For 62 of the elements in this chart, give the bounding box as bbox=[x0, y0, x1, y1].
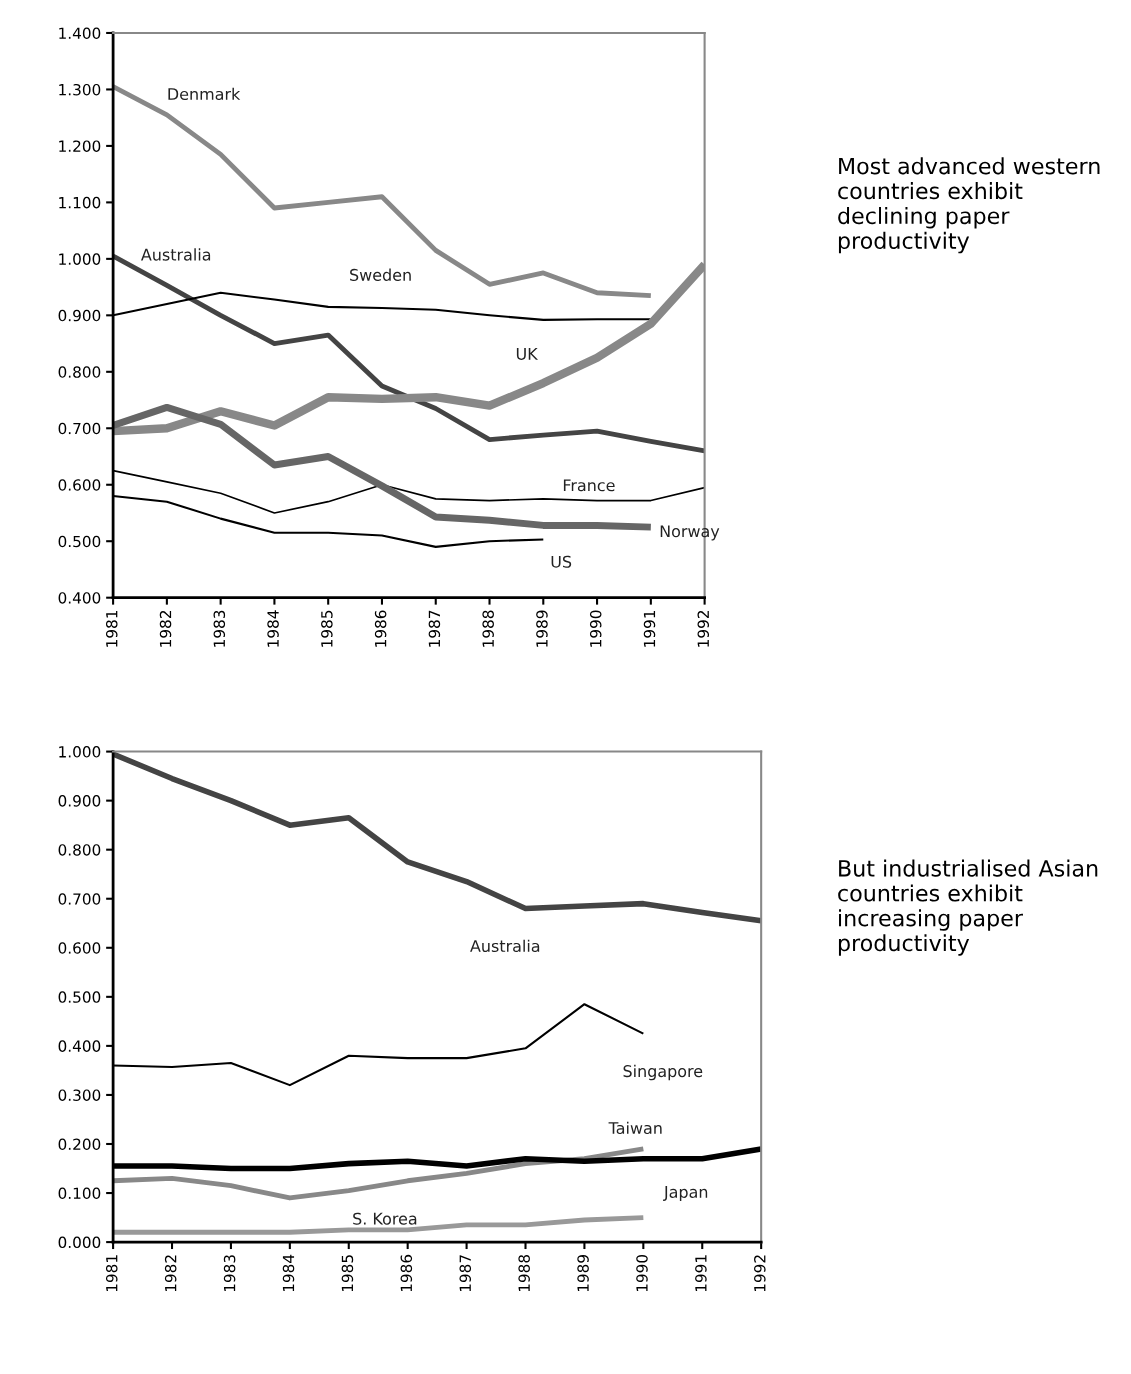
x-tick-label: 1989 bbox=[577, 1254, 589, 1292]
y-tick-label: 0.100 bbox=[58, 1187, 101, 1200]
y-tick-label: 0.400 bbox=[58, 1040, 101, 1052]
x-tick-label: 1987 bbox=[459, 1255, 472, 1292]
line-series bbox=[113, 84, 654, 298]
y-tick-label: 0.300 bbox=[58, 1089, 101, 1101]
y-tick-label: 0.600 bbox=[58, 479, 101, 491]
x-tick-label: 1991 bbox=[695, 1255, 707, 1292]
y-tick-label: 0.500 bbox=[58, 991, 101, 1003]
x-tick-label: 1988 bbox=[518, 1254, 530, 1292]
text: Singapore bbox=[623, 1064, 703, 1081]
x-tick-label: 1985 bbox=[341, 1255, 354, 1292]
x-tick-label: 1981 bbox=[105, 1255, 118, 1292]
x-tick-label: 1989 bbox=[536, 610, 548, 647]
y-tick-label: 0.200 bbox=[58, 1138, 101, 1151]
text: But industrialised Asian countries exhibit increasing paper productivity bbox=[838, 859, 1098, 956]
y-tick-label: 0.600 bbox=[58, 942, 101, 954]
series-label: Sweden bbox=[350, 268, 411, 281]
y-tick-label: 0.400 bbox=[58, 592, 101, 604]
text: Most advanced western countries exhibit declining paper productivity bbox=[838, 157, 1100, 254]
x-tick-label: 1983 bbox=[223, 1255, 236, 1292]
x-tick-label: 1988 bbox=[482, 610, 494, 647]
y-tick-label: 1.000 bbox=[59, 253, 101, 265]
x-tick-label: 1984 bbox=[267, 610, 279, 647]
series-label: US bbox=[551, 555, 572, 568]
x-tick-label: 1991 bbox=[643, 610, 656, 647]
series-label: France bbox=[563, 479, 615, 492]
y-tick-label: 0.700 bbox=[58, 422, 101, 435]
y-tick-label: 0.900 bbox=[58, 795, 101, 807]
x-tick-label: 1982 bbox=[159, 611, 172, 647]
y-tick-label: 1.200 bbox=[59, 140, 101, 152]
x-tick-label: 1981 bbox=[105, 610, 118, 647]
x-tick-label: 1985 bbox=[321, 610, 333, 647]
y-tick-label: 1.400 bbox=[59, 27, 101, 39]
line-series bbox=[113, 1146, 646, 1201]
y-tick-label: 0.000 bbox=[58, 1236, 101, 1249]
series-label: Taiwan bbox=[608, 1121, 662, 1135]
x-tick-label: 1990 bbox=[636, 1254, 648, 1292]
series-label: Australia bbox=[141, 248, 211, 261]
x-tick-label: 1983 bbox=[213, 610, 226, 647]
series-label: S. Korea bbox=[353, 1212, 417, 1225]
y-tick-label: 0.900 bbox=[58, 309, 101, 322]
x-tick-label: 1982 bbox=[164, 1255, 177, 1292]
x-tick-label: 1984 bbox=[282, 1254, 295, 1292]
y-tick-label: 0.800 bbox=[58, 366, 101, 378]
series-label: Norway bbox=[660, 525, 720, 541]
x-tick-label: 1992 bbox=[754, 1255, 766, 1292]
y-tick-label: 1.000 bbox=[59, 746, 101, 758]
x-tick-label: 1987 bbox=[428, 610, 441, 647]
series-label: Denmark bbox=[168, 87, 241, 101]
x-tick-label: 1990 bbox=[589, 610, 602, 647]
x-tick-label: 1986 bbox=[374, 610, 387, 647]
series-label: Australia bbox=[470, 939, 540, 953]
y-tick-label: 0.700 bbox=[58, 893, 101, 905]
y-tick-label: 1.100 bbox=[59, 196, 101, 209]
y-tick-label: 0.800 bbox=[58, 844, 101, 856]
series-label: Japan bbox=[663, 1186, 708, 1202]
y-tick-label: 0.500 bbox=[58, 535, 101, 548]
y-tick-label: 1.300 bbox=[59, 83, 101, 96]
x-tick-label: 1992 bbox=[697, 611, 710, 647]
x-tick-label: 1986 bbox=[400, 1254, 413, 1292]
series-label: UK bbox=[516, 348, 539, 360]
